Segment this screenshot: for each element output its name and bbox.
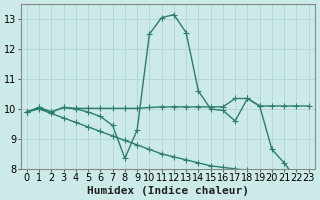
X-axis label: Humidex (Indice chaleur): Humidex (Indice chaleur) — [87, 186, 249, 196]
